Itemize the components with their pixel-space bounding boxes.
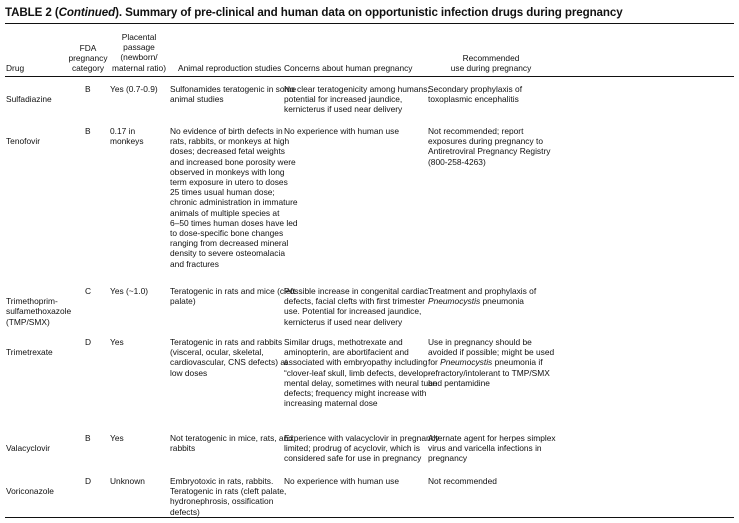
human-concerns: Possible increase in congenital cardiac …: [284, 286, 429, 327]
placental-passage: 0.17 in monkeys: [110, 126, 144, 147]
drug-name: Valacyclovir: [6, 443, 51, 454]
header-human-concerns: Concerns about human pregnancy: [284, 63, 413, 73]
fda-category: B: [85, 126, 91, 136]
recommended-use: Not recommended; report exposures during…: [428, 126, 551, 167]
drug-name: Voriconazole: [6, 486, 54, 497]
header-placental-passage: Placental passage (newborn/ maternal rat…: [112, 32, 166, 73]
placental-passage: Yes: [110, 433, 124, 443]
placental-passage: Unknown: [110, 476, 145, 486]
animal-studies: Sulfonamides teratogenic in some animal …: [170, 84, 297, 105]
drug-name: Sulfadiazine: [6, 94, 52, 105]
table-title: TABLE 2 (Continued). Summary of pre-clin…: [5, 6, 623, 19]
title-rule: [5, 23, 734, 25]
placental-passage: Yes: [110, 337, 124, 347]
human-concerns: No clear teratogenicity among humans; po…: [284, 84, 430, 115]
animal-studies: Not teratogenic in mice, rats, and rabbi…: [170, 433, 293, 454]
human-concerns: Experience with valacyclovir in pregnanc…: [284, 433, 440, 464]
fda-category: B: [85, 433, 91, 443]
fda-category: D: [85, 476, 92, 486]
header-recommended-use: Recommended use during pregnancy: [450, 53, 532, 74]
recommended-use: Alternate agent for herpes simplex virus…: [428, 433, 556, 464]
animal-studies: No evidence of birth defects in rats, ra…: [170, 126, 298, 269]
recommended-use: Secondary prophylaxis of toxoplasmic enc…: [428, 84, 523, 105]
recommended-use: Treatment and prophylaxis of Pneumocysti…: [428, 286, 537, 307]
header-animal-studies: Animal reproduction studies: [178, 63, 282, 73]
animal-studies: Teratogenic in rats and mice (cleft pala…: [170, 286, 296, 307]
header-rule: [5, 76, 734, 77]
drug-name: Tenofovir: [6, 136, 40, 147]
fda-category: D: [85, 337, 92, 347]
human-concerns: No experience with human use: [284, 476, 399, 486]
human-concerns: No experience with human use: [284, 126, 399, 136]
placental-passage: Yes (0.7-0.9): [110, 84, 158, 94]
animal-studies: Embryotoxic in rats, rabbits. Teratogeni…: [170, 476, 287, 517]
animal-studies: Teratogenic in rats and rabbits (viscera…: [170, 337, 288, 378]
human-concerns: Similar drugs, methotrexate and aminopte…: [284, 337, 438, 409]
drug-name: Trimetrexate: [6, 347, 53, 358]
bottom-rule: [5, 517, 734, 519]
header-fda-category: FDA pregnancy category: [68, 43, 108, 74]
recommended-use: Use in pregnancy should be avoided if po…: [428, 337, 555, 388]
fda-category: C: [85, 286, 92, 296]
drug-name: Trimethoprim- sulfamethoxazole (TMP/SMX): [6, 296, 72, 327]
fda-category: B: [85, 84, 91, 94]
recommended-use: Not recommended: [428, 476, 497, 486]
header-drug: Drug: [6, 63, 25, 73]
placental-passage: Yes (~1.0): [110, 286, 149, 296]
